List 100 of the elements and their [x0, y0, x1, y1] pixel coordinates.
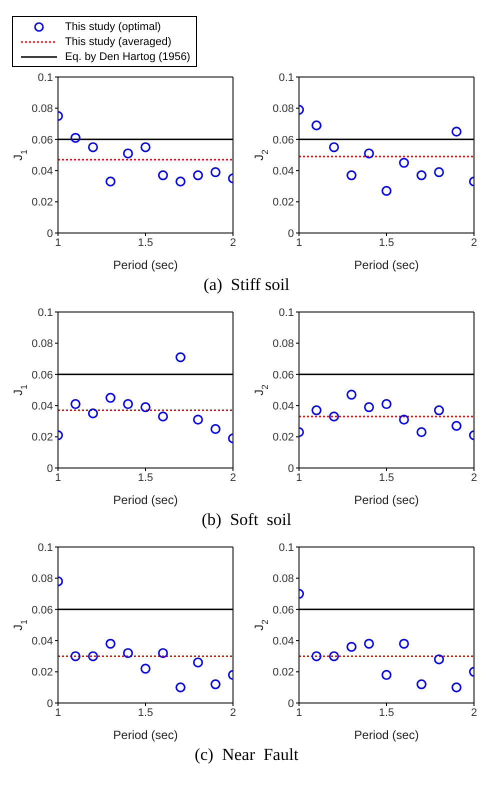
x-tick-label: 1.5 — [138, 706, 154, 719]
point — [158, 648, 168, 658]
point — [399, 414, 409, 425]
point — [193, 414, 203, 425]
point — [158, 170, 168, 180]
point — [434, 405, 444, 416]
point — [88, 408, 98, 418]
point — [416, 170, 426, 180]
y-tick-label: 0.06 — [272, 369, 294, 382]
point — [140, 142, 150, 152]
point — [70, 132, 80, 143]
point — [123, 648, 133, 658]
x-axis-title: Period (sec) — [354, 493, 419, 507]
point — [210, 167, 220, 178]
text: (c) Near Fault — [194, 745, 300, 765]
point — [346, 390, 356, 400]
y-tick-label: 0.1 — [38, 542, 53, 554]
point — [70, 399, 80, 410]
y-tick-label: 0.06 — [272, 604, 294, 616]
point — [452, 420, 462, 431]
point — [123, 148, 133, 158]
y-tick-label: 0.02 — [32, 432, 53, 444]
y-tick-label: 0.1 — [278, 72, 294, 84]
x-axis-title: Period (sec) — [113, 728, 178, 742]
point — [88, 651, 98, 662]
legend-label: This study (optimal) — [65, 20, 161, 32]
x-tick-label: 1 — [296, 472, 302, 484]
x-axis-title: Period (sec) — [113, 493, 178, 507]
y-tick-label: 0.04 — [272, 166, 294, 178]
y-tick-label: 0.04 — [32, 636, 53, 648]
x-tick-label: 1 — [296, 236, 302, 249]
y-tick-label: 0.1 — [38, 306, 53, 319]
point — [329, 651, 339, 662]
legend-label: This study (averaged) — [65, 36, 172, 48]
x-tick-label: 1 — [296, 706, 302, 719]
x-tick-label: 1.5 — [378, 236, 394, 249]
point — [399, 638, 409, 649]
point — [329, 142, 339, 152]
y-tick-label: 0.1 — [278, 306, 294, 319]
point — [176, 682, 186, 692]
x-tick-label: 2 — [470, 472, 478, 484]
point — [176, 176, 186, 187]
x-axis-title: Period (sec) — [354, 728, 419, 742]
point — [193, 657, 203, 668]
y-tick-label: 0.08 — [32, 103, 53, 116]
y-tick-label: 0.08 — [272, 338, 294, 350]
y-tick-label: 0.06 — [32, 369, 53, 382]
y-tick-label: 0 — [46, 228, 53, 240]
x-tick-label: 1.5 — [138, 472, 154, 484]
y-tick-label: 0.02 — [272, 196, 294, 209]
point — [364, 402, 374, 412]
x-axis-title: Period (sec) — [354, 258, 419, 272]
y-tick-label: 0 — [288, 228, 294, 240]
point — [382, 186, 392, 196]
point — [123, 399, 133, 410]
x-tick-label: 2 — [230, 236, 236, 249]
x-tick-label: 2 — [230, 706, 236, 719]
y-tick-label: 0.02 — [32, 196, 53, 209]
point — [382, 670, 392, 680]
y-tick-label: 0.02 — [272, 432, 294, 444]
y-tick-label: 0.06 — [32, 134, 53, 146]
text: (a) Stiff soil — [202, 275, 291, 295]
y-tick-label: 0.02 — [272, 666, 294, 679]
point — [416, 679, 426, 690]
point — [106, 176, 116, 187]
y-tick-label: 0.04 — [272, 636, 294, 648]
point — [158, 412, 168, 422]
y-tick-label: 0.08 — [272, 103, 294, 116]
x-tick-label: 1 — [54, 706, 62, 719]
y-tick-label: 0.04 — [32, 400, 53, 413]
point — [312, 405, 322, 416]
point — [312, 651, 322, 662]
point — [346, 642, 356, 652]
x-tick-label: 1 — [54, 472, 62, 484]
x-tick-label: 1 — [54, 236, 62, 249]
x-tick-label: 2 — [470, 236, 478, 249]
y-tick-label: 0.1 — [38, 72, 53, 84]
x-tick-label: 2 — [230, 472, 236, 484]
x-tick-label: 2 — [470, 706, 478, 719]
point — [176, 352, 186, 362]
x-tick-label: 1.5 — [378, 706, 394, 719]
point — [416, 427, 426, 438]
point — [106, 392, 116, 403]
point — [346, 170, 356, 180]
y-tick-label: 0.08 — [32, 338, 53, 350]
y-tick-label: 0 — [46, 462, 53, 475]
y-tick-label: 0 — [288, 462, 294, 475]
y-tick-label: 0.06 — [32, 604, 53, 616]
point — [88, 142, 98, 152]
y-tick-label: 0.06 — [272, 134, 294, 146]
y-tick-label: 0.04 — [272, 400, 294, 413]
y-tick-label: 0.08 — [272, 573, 294, 586]
point — [140, 664, 150, 674]
point — [452, 126, 462, 137]
y-tick-label: 0.02 — [32, 666, 53, 679]
x-axis-title: Period (sec) — [113, 258, 178, 272]
text: (b) Soft soil — [200, 510, 292, 530]
point — [434, 167, 444, 178]
legend-label: Eq. by Den Hartog (1956) — [65, 50, 190, 62]
point — [140, 402, 150, 412]
